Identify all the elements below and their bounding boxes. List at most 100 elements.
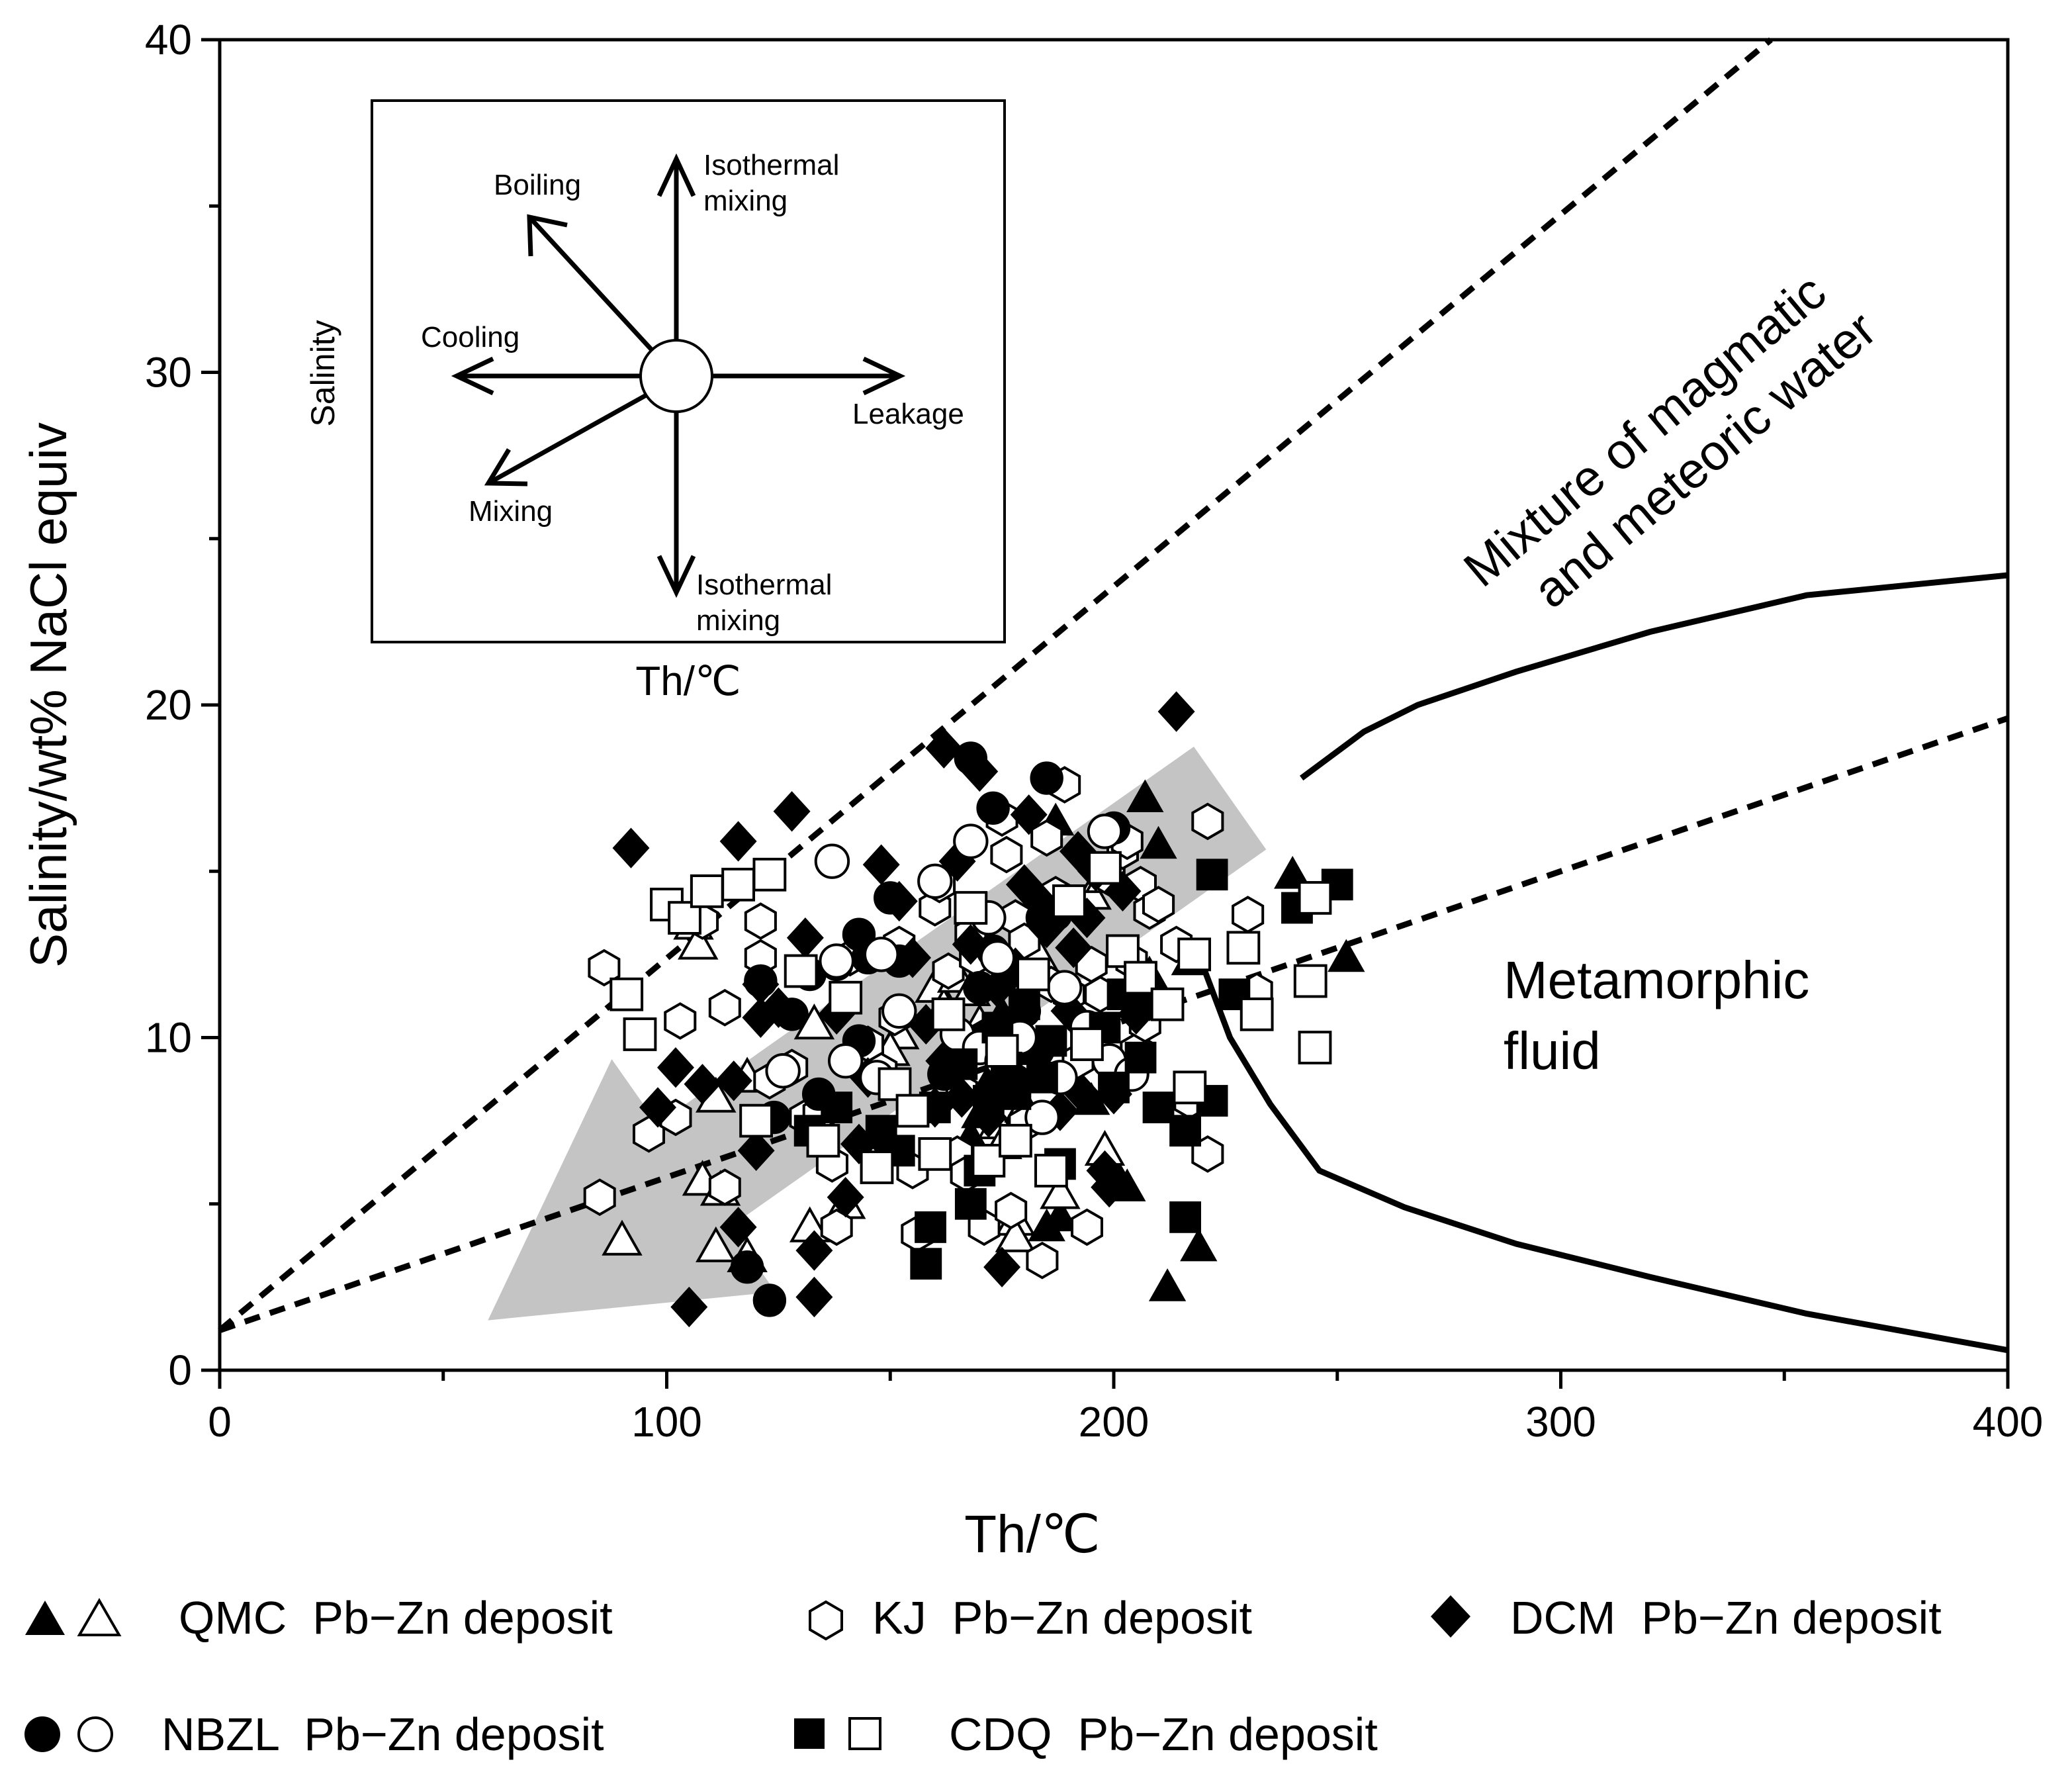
data-point-hexagon-open bbox=[664, 1002, 697, 1040]
lower-dashed-boundary bbox=[218, 715, 2009, 1333]
data-point-diamond-filled bbox=[670, 1286, 708, 1328]
data-point-hexagon-open bbox=[990, 835, 1023, 874]
data-point-square-open bbox=[1106, 934, 1140, 968]
x-tick-label: 200 bbox=[1079, 1398, 1149, 1446]
data-point-diamond-filled bbox=[795, 1230, 833, 1271]
metamorphic-label-line2: fluid bbox=[1504, 1021, 1601, 1080]
data-point-square-open bbox=[931, 997, 966, 1031]
data-point-diamond-filled bbox=[983, 1246, 1021, 1287]
metamorphic-upper-boundary bbox=[1300, 572, 2008, 781]
legend-label-dcm: DCM Pb−Zn deposit bbox=[1510, 1592, 1942, 1644]
data-point-diamond-filled bbox=[862, 844, 900, 885]
inset-origin-circle bbox=[639, 339, 713, 413]
data-point-triangle-filled bbox=[1126, 779, 1164, 812]
data-point-circle-open bbox=[881, 993, 917, 1029]
legend-qmc-open-triangle bbox=[77, 1597, 122, 1636]
data-point-square-open bbox=[1177, 937, 1211, 972]
data-point-hexagon-open bbox=[1191, 802, 1224, 841]
data-point-square-open bbox=[690, 874, 724, 908]
data-point-square-filled bbox=[1196, 859, 1228, 891]
legend: QMC Pb−Zn deposit KJ Pb−Zn deposit DCM P… bbox=[24, 1592, 1942, 1760]
inset-arrowhead-up-left bbox=[527, 214, 568, 257]
data-point-hexagon-open bbox=[1071, 1208, 1103, 1246]
legend-nbzl-open-circle bbox=[77, 1716, 113, 1752]
data-point-square-filled bbox=[1026, 1061, 1058, 1094]
inset-label-down-1: Isothermal bbox=[696, 569, 832, 601]
inset-arrows bbox=[451, 153, 906, 598]
data-point-hexagon-open bbox=[744, 902, 777, 940]
data-point-circle-filled bbox=[874, 881, 907, 915]
data-point-square-open bbox=[829, 980, 863, 1015]
data-point-hexagon-open bbox=[588, 949, 621, 987]
data-point-square-filled bbox=[946, 1048, 978, 1080]
data-point-square-open bbox=[784, 954, 818, 988]
inset-arrow-down-left bbox=[487, 391, 650, 486]
data-point-square-open bbox=[1226, 931, 1261, 965]
data-point-circle-open bbox=[1087, 814, 1123, 849]
data-point-square-open bbox=[918, 1137, 952, 1171]
data-point-square-open bbox=[752, 857, 787, 892]
data-point-square-filled bbox=[1169, 1201, 1201, 1233]
data-point-square-filled bbox=[910, 1248, 942, 1280]
data-point-hexagon-open bbox=[583, 1178, 616, 1217]
y-tick-label: 20 bbox=[145, 681, 192, 729]
legend-cdq-filled-square bbox=[794, 1718, 825, 1749]
data-point-circle-filled bbox=[976, 791, 1010, 825]
inset-arrow-up-left bbox=[527, 215, 656, 354]
data-point-square-open bbox=[1293, 964, 1328, 998]
data-point-hexagon-open bbox=[1026, 1241, 1059, 1280]
inset-label-up-2: mixing bbox=[703, 185, 788, 217]
data-point-diamond-filled bbox=[715, 1060, 752, 1101]
data-point-square-open bbox=[1088, 851, 1122, 885]
legend-cdq-open-square bbox=[848, 1717, 881, 1750]
data-point-square-open bbox=[1173, 1070, 1207, 1105]
data-point-triangle-open bbox=[602, 1219, 643, 1256]
data-point-triangle-filled bbox=[1328, 939, 1365, 972]
inset-arrowhead-down-left bbox=[484, 448, 528, 487]
y-tick-label: 40 bbox=[145, 16, 192, 64]
data-point-diamond-filled bbox=[719, 821, 757, 862]
data-point-square-open bbox=[721, 867, 755, 902]
x-axis-label: Th/℃ bbox=[964, 1505, 1100, 1563]
data-point-triangle-filled bbox=[1274, 855, 1312, 889]
data-point-hexagon-open bbox=[932, 952, 965, 990]
data-point-diamond-filled bbox=[1157, 691, 1195, 732]
data-point-circle-open bbox=[765, 1053, 801, 1089]
data-point-triangle-open bbox=[995, 1216, 1036, 1252]
data-point-square-open bbox=[1016, 957, 1050, 992]
data-point-diamond-filled bbox=[925, 727, 963, 769]
data-point-circle-filled bbox=[954, 741, 988, 775]
data-point-hexagon-open bbox=[995, 1191, 1028, 1230]
data-point-square-filled bbox=[1035, 1025, 1067, 1057]
data-point-circle-open bbox=[953, 823, 989, 859]
data-point-circle-open bbox=[814, 843, 850, 879]
legend-label-qmc: QMC Pb−Zn deposit bbox=[179, 1592, 613, 1644]
process-inset: Isothermal mixing Isothermal mixing Cool… bbox=[304, 99, 1006, 704]
legend-dcm-diamond bbox=[1431, 1595, 1470, 1638]
data-point-square-open bbox=[1052, 884, 1086, 918]
upper-dashed-boundary bbox=[218, 37, 1773, 1333]
data-point-diamond-filled bbox=[684, 1064, 721, 1105]
data-point-square-open bbox=[1070, 1027, 1104, 1061]
data-point-hexagon-open bbox=[708, 988, 741, 1027]
legend-label-nbzl: NBZL Pb−Zn deposit bbox=[161, 1708, 604, 1760]
legend-label-kj: KJ Pb−Zn deposit bbox=[872, 1592, 1252, 1644]
data-point-square-filled bbox=[954, 1188, 987, 1220]
data-point-square-filled bbox=[1098, 1071, 1130, 1103]
inset-label-up-1: Isothermal bbox=[703, 149, 839, 181]
inset-label-down-left: Mixing bbox=[469, 495, 553, 528]
data-point-square-open bbox=[954, 891, 988, 925]
inset-arrowhead-down bbox=[656, 555, 696, 598]
x-tick-label: 100 bbox=[631, 1398, 702, 1446]
data-point-hexagon-open bbox=[708, 1168, 741, 1206]
inset-y-label: Salinity bbox=[304, 320, 341, 426]
inset-arrowhead-right bbox=[862, 356, 906, 396]
data-point-diamond-filled bbox=[1010, 794, 1048, 835]
data-point-diamond-filled bbox=[719, 1207, 757, 1248]
inset-label-down-2: mixing bbox=[696, 604, 780, 637]
inset-label-up-left: Boiling bbox=[494, 169, 581, 201]
data-point-circle-filled bbox=[752, 1283, 787, 1317]
data-point-circle-filled bbox=[775, 998, 809, 1031]
inset-arrowhead-up bbox=[656, 153, 696, 197]
data-point-square-open bbox=[860, 1150, 894, 1184]
